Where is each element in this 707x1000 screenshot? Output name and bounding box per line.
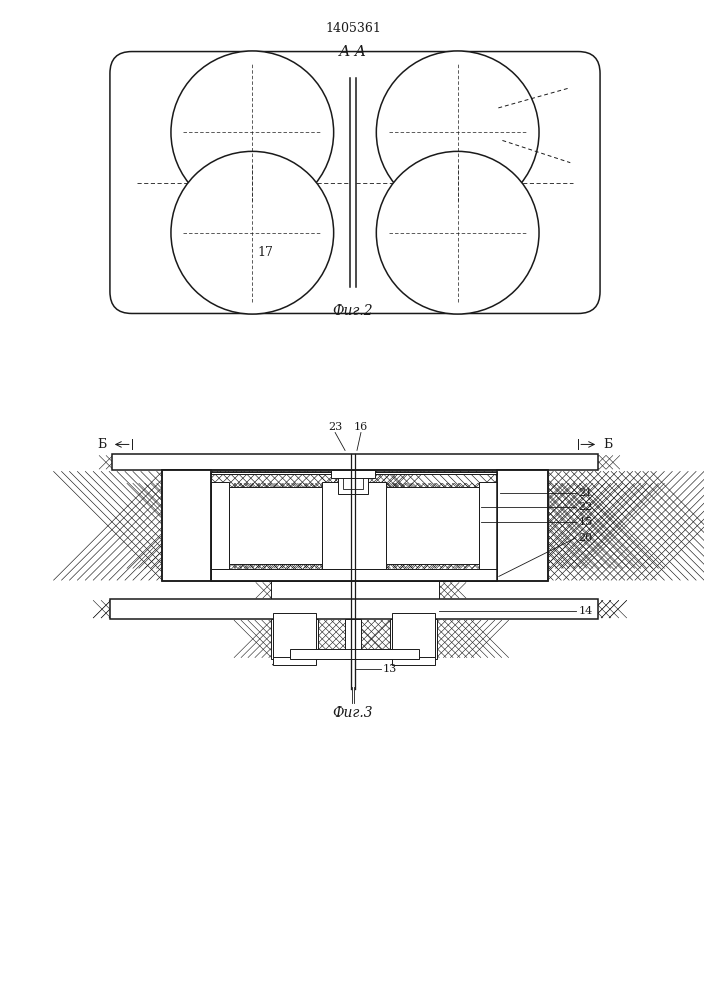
Text: 20: 20 bbox=[578, 533, 592, 543]
Bar bbox=[291, 649, 419, 659]
Bar bbox=[271, 619, 318, 659]
Text: Фиг.3: Фиг.3 bbox=[333, 706, 373, 720]
Bar bbox=[343, 477, 363, 489]
Bar bbox=[479, 482, 497, 569]
Circle shape bbox=[171, 151, 334, 314]
Bar bbox=[497, 470, 549, 581]
Bar bbox=[161, 470, 211, 581]
Bar bbox=[161, 470, 549, 581]
Bar bbox=[386, 487, 479, 564]
Bar bbox=[392, 613, 436, 657]
Bar bbox=[338, 472, 368, 494]
Text: Фиг.2: Фиг.2 bbox=[333, 304, 373, 318]
Bar bbox=[390, 619, 438, 659]
Circle shape bbox=[376, 51, 539, 214]
Text: 14: 14 bbox=[578, 606, 592, 616]
Bar bbox=[345, 619, 361, 659]
Bar bbox=[229, 487, 322, 564]
Bar bbox=[271, 581, 439, 599]
Bar bbox=[211, 472, 497, 474]
Text: 21: 21 bbox=[578, 488, 592, 498]
Bar bbox=[392, 621, 436, 665]
Text: 13: 13 bbox=[382, 664, 397, 674]
Text: А-А: А-А bbox=[339, 45, 367, 59]
Text: 17: 17 bbox=[257, 246, 273, 259]
Text: 23: 23 bbox=[328, 422, 342, 432]
Bar bbox=[273, 613, 316, 657]
Text: 16: 16 bbox=[354, 422, 368, 432]
Bar bbox=[112, 454, 598, 470]
Circle shape bbox=[171, 51, 334, 214]
Bar bbox=[331, 470, 375, 478]
Text: 15: 15 bbox=[578, 517, 592, 527]
Circle shape bbox=[376, 151, 539, 314]
Text: 22: 22 bbox=[578, 502, 592, 512]
Bar bbox=[211, 569, 497, 581]
Bar bbox=[110, 599, 598, 619]
Text: 1405361: 1405361 bbox=[325, 22, 381, 35]
Bar bbox=[322, 482, 386, 569]
FancyBboxPatch shape bbox=[110, 52, 600, 313]
Bar bbox=[211, 482, 229, 569]
Bar bbox=[211, 472, 497, 581]
Text: Б: Б bbox=[98, 438, 107, 451]
Bar bbox=[273, 621, 316, 665]
Text: Б: Б bbox=[603, 438, 612, 451]
